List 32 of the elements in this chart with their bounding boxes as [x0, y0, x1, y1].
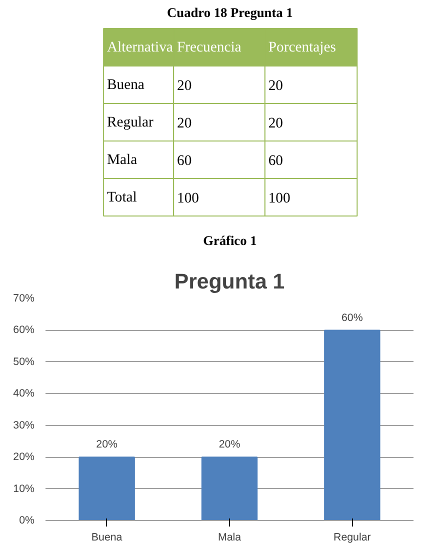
x-tick-label: Buena	[91, 532, 122, 544]
data-label: 20%	[218, 438, 241, 451]
text: Regular	[106, 114, 154, 130]
text: Porcentajes	[268, 39, 336, 56]
text: 20	[268, 115, 284, 132]
text: 20	[268, 78, 284, 94]
text: 60	[176, 152, 192, 169]
text: 60	[268, 152, 284, 169]
text: 20	[176, 115, 192, 132]
data-label: 60%	[342, 312, 364, 324]
y-tick-label: 60%	[13, 324, 36, 336]
text: Total	[106, 189, 137, 206]
text: 20	[176, 78, 192, 94]
y-tick-label: 40%	[13, 388, 36, 400]
y-tick-label: 50%	[13, 356, 36, 368]
y-tick-label: 30%	[13, 419, 36, 432]
text: Alternativa	[106, 39, 174, 56]
text: Cuadro 18 Pregunta 1	[167, 5, 293, 20]
text: Gráfico 1	[203, 233, 257, 248]
y-tick-label: 0%	[19, 514, 36, 526]
y-tick-label: 20%	[13, 451, 36, 464]
text: Buena	[106, 76, 145, 93]
chart-title: Pregunta 1	[174, 270, 285, 294]
text: Mala	[106, 152, 138, 168]
x-tick-label: Mala	[218, 532, 242, 544]
x-tick-label: Regular	[334, 532, 372, 544]
text: 100	[176, 190, 199, 206]
data-label: 20%	[96, 438, 118, 451]
y-tick-label: 70%	[13, 292, 36, 304]
text: 100	[268, 190, 290, 206]
y-tick-label: 10%	[13, 482, 36, 495]
text: Frecuencia	[176, 39, 242, 56]
